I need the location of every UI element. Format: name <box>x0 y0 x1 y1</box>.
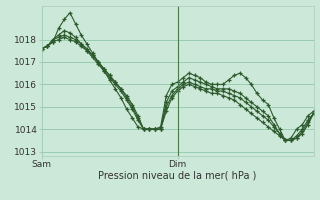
X-axis label: Pression niveau de la mer( hPa ): Pression niveau de la mer( hPa ) <box>99 171 257 181</box>
